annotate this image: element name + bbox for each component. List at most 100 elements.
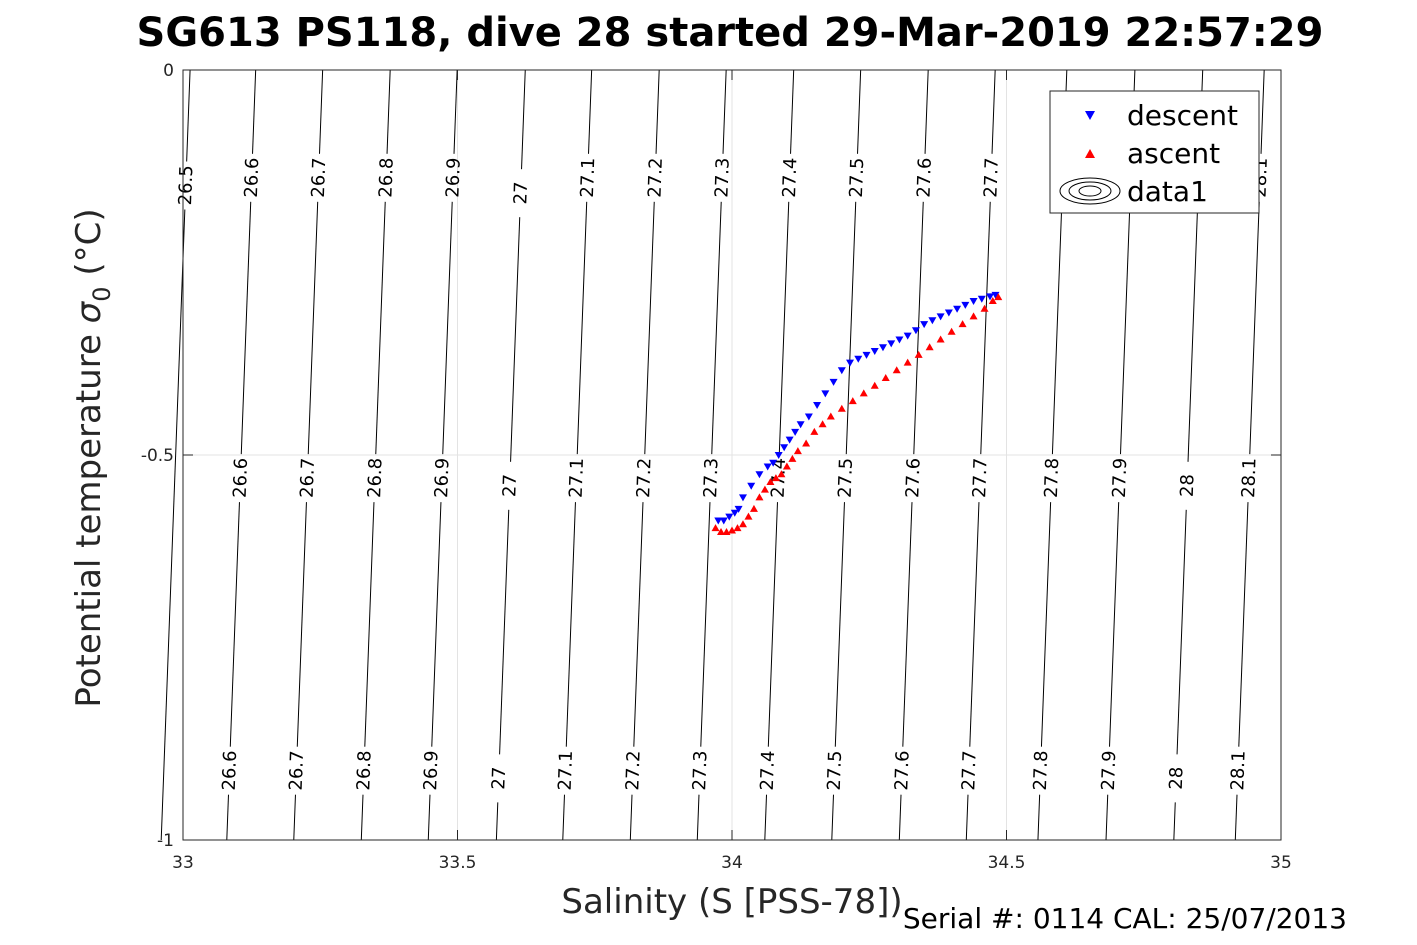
grid-lines	[183, 70, 1281, 840]
ascent-point	[925, 343, 934, 351]
contour-label: 27.2	[622, 750, 644, 791]
ascent-point	[760, 485, 769, 493]
contour-label: 27.3	[700, 458, 722, 499]
contour-line	[980, 201, 991, 455]
descent-point	[780, 444, 789, 452]
descent-point	[785, 436, 794, 444]
contour-line	[562, 794, 565, 841]
contour-label: 27.2	[633, 458, 655, 499]
ascent-point	[744, 512, 753, 520]
contour-label: 28	[1166, 766, 1188, 790]
ascent-point	[771, 474, 780, 482]
ascent-point	[936, 335, 945, 343]
density-contours: 26.5 26.626.626.626.726.726.726.826.826.8…	[160, 69, 1272, 841]
descent-point	[920, 321, 929, 329]
contour-line	[629, 794, 633, 841]
contour-27.6: 27.6 27.6 27.6	[891, 69, 936, 841]
contour-line	[767, 502, 778, 747]
contour-line	[431, 502, 442, 747]
serial-cal-footer: Serial #: 0114 CAL: 25/07/2013	[903, 902, 1347, 935]
ascent-point	[988, 297, 997, 304]
descent-point	[774, 452, 783, 459]
ascent-point	[980, 304, 989, 312]
ascent-point	[728, 526, 736, 534]
descent-point	[944, 309, 953, 317]
descent-point	[986, 293, 995, 301]
ascent-point	[777, 470, 786, 478]
ascent-point	[958, 320, 967, 328]
descent-point	[878, 344, 887, 352]
contour-label: 27.9	[1098, 750, 1120, 791]
ascent-point	[782, 462, 791, 470]
contour-27.8: 27.8 27.8	[1030, 69, 1068, 841]
contour-line	[1037, 794, 1041, 841]
y-axis-label-subscript: 0	[88, 286, 116, 301]
contour-line	[834, 502, 845, 747]
y-tick-label: -1	[157, 831, 174, 851]
descent-point	[813, 401, 822, 409]
descent-point	[977, 295, 986, 303]
contour-line	[252, 69, 257, 154]
contour-line	[722, 69, 727, 154]
contour-label: 27.7	[958, 750, 980, 791]
contour-label: 27.2	[644, 157, 666, 198]
contour-27.1: 27.1 27.1 27.1	[555, 69, 599, 841]
descent-point	[763, 463, 772, 471]
descent-point	[730, 509, 739, 517]
ascent-point	[749, 504, 758, 512]
legend-descent-marker	[1085, 111, 1095, 120]
descent-point	[734, 505, 743, 513]
contour-line	[898, 794, 902, 841]
contour-label: 26.9	[442, 157, 464, 198]
contour-line	[495, 802, 499, 841]
descent-point	[887, 340, 896, 348]
contour-label: 27.9	[1109, 458, 1131, 499]
contour-label: 27.1	[577, 157, 599, 198]
contour-line	[240, 201, 252, 455]
descent-point	[969, 298, 978, 305]
descent-point	[791, 428, 800, 436]
contour-label: 27.6	[913, 157, 935, 198]
y-axis-label-main: Potential temperature	[69, 323, 109, 707]
legend-ascent-label: ascent	[1127, 137, 1220, 170]
ascent-point	[802, 439, 811, 447]
ascent-point	[903, 358, 912, 366]
contour-label: 26.7	[297, 458, 319, 499]
contour-line	[1105, 794, 1109, 841]
contour-27.5: 27.5 27.5 27.5	[824, 69, 868, 841]
contour-line	[924, 69, 929, 154]
contour-label: 27.5	[835, 458, 857, 499]
ascent-point	[766, 477, 775, 485]
ascent-point	[755, 493, 764, 501]
contour-label: 27.1	[566, 458, 588, 499]
contour-line	[655, 69, 660, 154]
descent-point	[725, 513, 734, 521]
contour-26.9: 26.9 26.9 26.9	[420, 69, 465, 841]
contour-line	[902, 502, 913, 747]
descent-point	[755, 471, 764, 479]
ascent-point	[848, 397, 857, 405]
y-tick-label: -0.5	[141, 446, 174, 466]
descent-point	[928, 317, 937, 325]
descent-point	[738, 494, 747, 502]
legend-data1-label: data1	[1127, 175, 1208, 208]
contour-line	[364, 502, 375, 747]
contour-line	[644, 201, 655, 455]
contour-label: 27	[499, 474, 521, 498]
contour-line	[696, 794, 700, 841]
contour-line	[293, 794, 296, 841]
descent-point	[829, 378, 838, 386]
contour-27.9: 27.9 27.9	[1098, 69, 1136, 841]
contour-line	[1260, 69, 1265, 154]
x-tick-label: 34	[721, 853, 743, 873]
descent-point	[895, 336, 904, 344]
contour-line	[1234, 794, 1238, 841]
descent-point	[953, 305, 962, 313]
contour-label: 27.8	[1030, 750, 1052, 791]
ascent-series	[711, 293, 1003, 535]
ascent-point	[717, 528, 726, 535]
contour-label: 26.8	[364, 458, 386, 499]
descent-point	[769, 459, 778, 467]
contour-label: 27.8	[1041, 458, 1063, 499]
